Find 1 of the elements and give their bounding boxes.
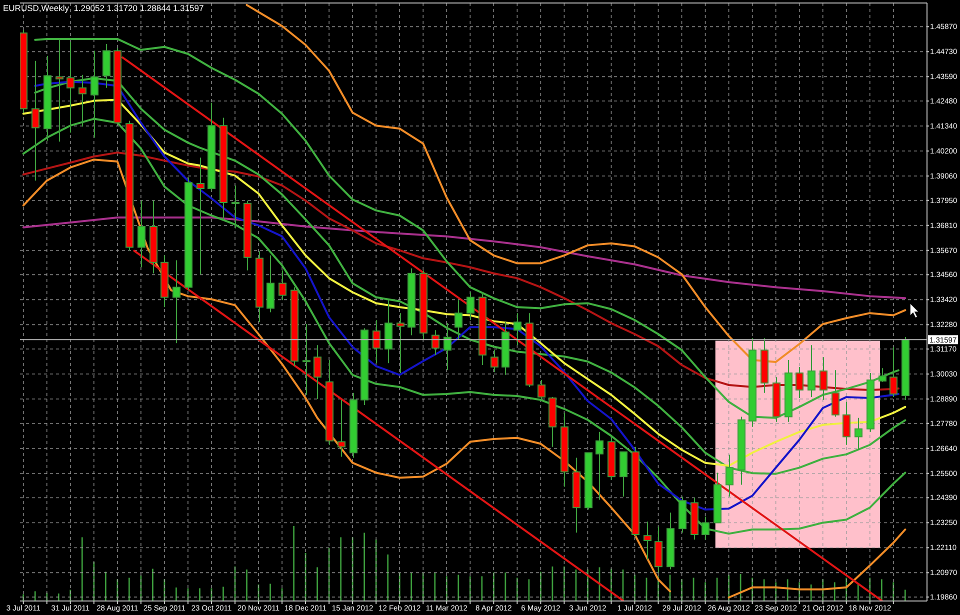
- chart-title: EURUSD,Weekly 1.29052 1.31720 1.28844 1.31597: [3, 3, 204, 13]
